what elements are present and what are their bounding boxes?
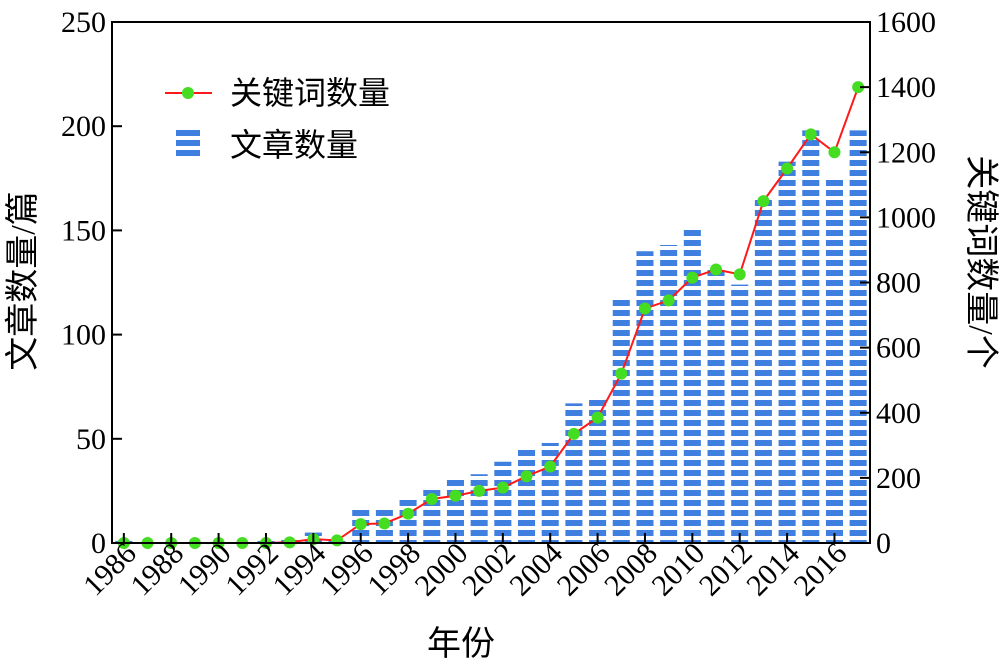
legend-line-label: 关键词数量 [230, 75, 390, 111]
bar-2012 [731, 284, 749, 543]
keyword-point-2001 [473, 484, 486, 497]
bar-1998 [399, 497, 417, 543]
y-right-tick-label: 200 [876, 462, 921, 495]
keyword-point-2010 [686, 271, 699, 284]
y-right-tick-label: 600 [876, 332, 921, 365]
y-right-tick-label: 800 [876, 267, 921, 300]
keyword-point-2003 [520, 470, 533, 483]
keyword-point-2016 [828, 146, 841, 159]
bar-2015 [802, 130, 820, 544]
y-right-tick-label: 1000 [876, 201, 936, 234]
bar-2001 [470, 474, 488, 543]
x-axis-title: 年份 [427, 625, 495, 663]
keyword-point-2005 [567, 427, 580, 440]
keyword-point-2015 [804, 128, 817, 141]
y-left-tick-label: 0 [91, 527, 106, 560]
bar-2017 [849, 130, 867, 544]
bar-2002 [494, 461, 512, 543]
y-left-tick-label: 250 [61, 6, 106, 39]
bar-2003 [518, 449, 536, 543]
y-right-tick-label: 1400 [876, 71, 936, 104]
keyword-point-2013 [757, 195, 770, 208]
y-right-tick-label: 1200 [876, 136, 936, 169]
bar-2016 [825, 178, 843, 544]
y-right-tick-label: 0 [876, 527, 891, 560]
keyword-point-2007 [615, 367, 628, 380]
y-left-tick-label: 100 [61, 319, 106, 352]
legend-bar-swatch [176, 128, 200, 158]
keyword-point-1997 [378, 517, 391, 530]
y-left-tick-label: 50 [76, 423, 106, 456]
keyword-point-2012 [733, 268, 746, 281]
bar-2007 [612, 299, 630, 543]
legend: 关键词数量 文章数量 [165, 75, 390, 163]
y-right-tick-label: 1600 [876, 6, 936, 39]
keyword-point-1998 [402, 507, 415, 520]
legend-line-marker [182, 87, 194, 99]
keyword-point-2004 [544, 460, 557, 473]
bar-2005 [565, 403, 583, 543]
keyword-point-2006 [591, 411, 604, 424]
keyword-point-2017 [852, 81, 865, 94]
keyword-point-2011 [710, 263, 723, 276]
bar-2008 [636, 251, 654, 544]
keyword-point-2009 [662, 294, 675, 307]
bar-2010 [683, 226, 701, 543]
keyword-point-1996 [354, 518, 367, 531]
y-left-tick-label: 200 [61, 110, 106, 143]
legend-bar-label: 文章数量 [230, 127, 358, 163]
keyword-point-1999 [425, 493, 438, 506]
keyword-point-2002 [496, 481, 509, 494]
y-axis-left-title: 文章数量/篇 [4, 191, 42, 370]
keyword-point-2014 [781, 162, 794, 175]
y-right-tick-label: 400 [876, 397, 921, 430]
bar-2009 [660, 244, 678, 543]
keyword-point-1995 [331, 534, 344, 547]
y-axis-right-title: 关键词数量/个 [962, 155, 1000, 368]
bar-2014 [778, 161, 796, 544]
y-left-tick-label: 150 [61, 214, 106, 247]
x-tick-label: 2016 [788, 537, 854, 603]
keyword-point-2000 [449, 489, 462, 502]
bar-2011 [707, 265, 725, 543]
keyword-point-2008 [638, 302, 651, 315]
bar-2006 [589, 399, 607, 543]
bars-layer [115, 130, 867, 544]
bar-2013 [754, 197, 772, 543]
